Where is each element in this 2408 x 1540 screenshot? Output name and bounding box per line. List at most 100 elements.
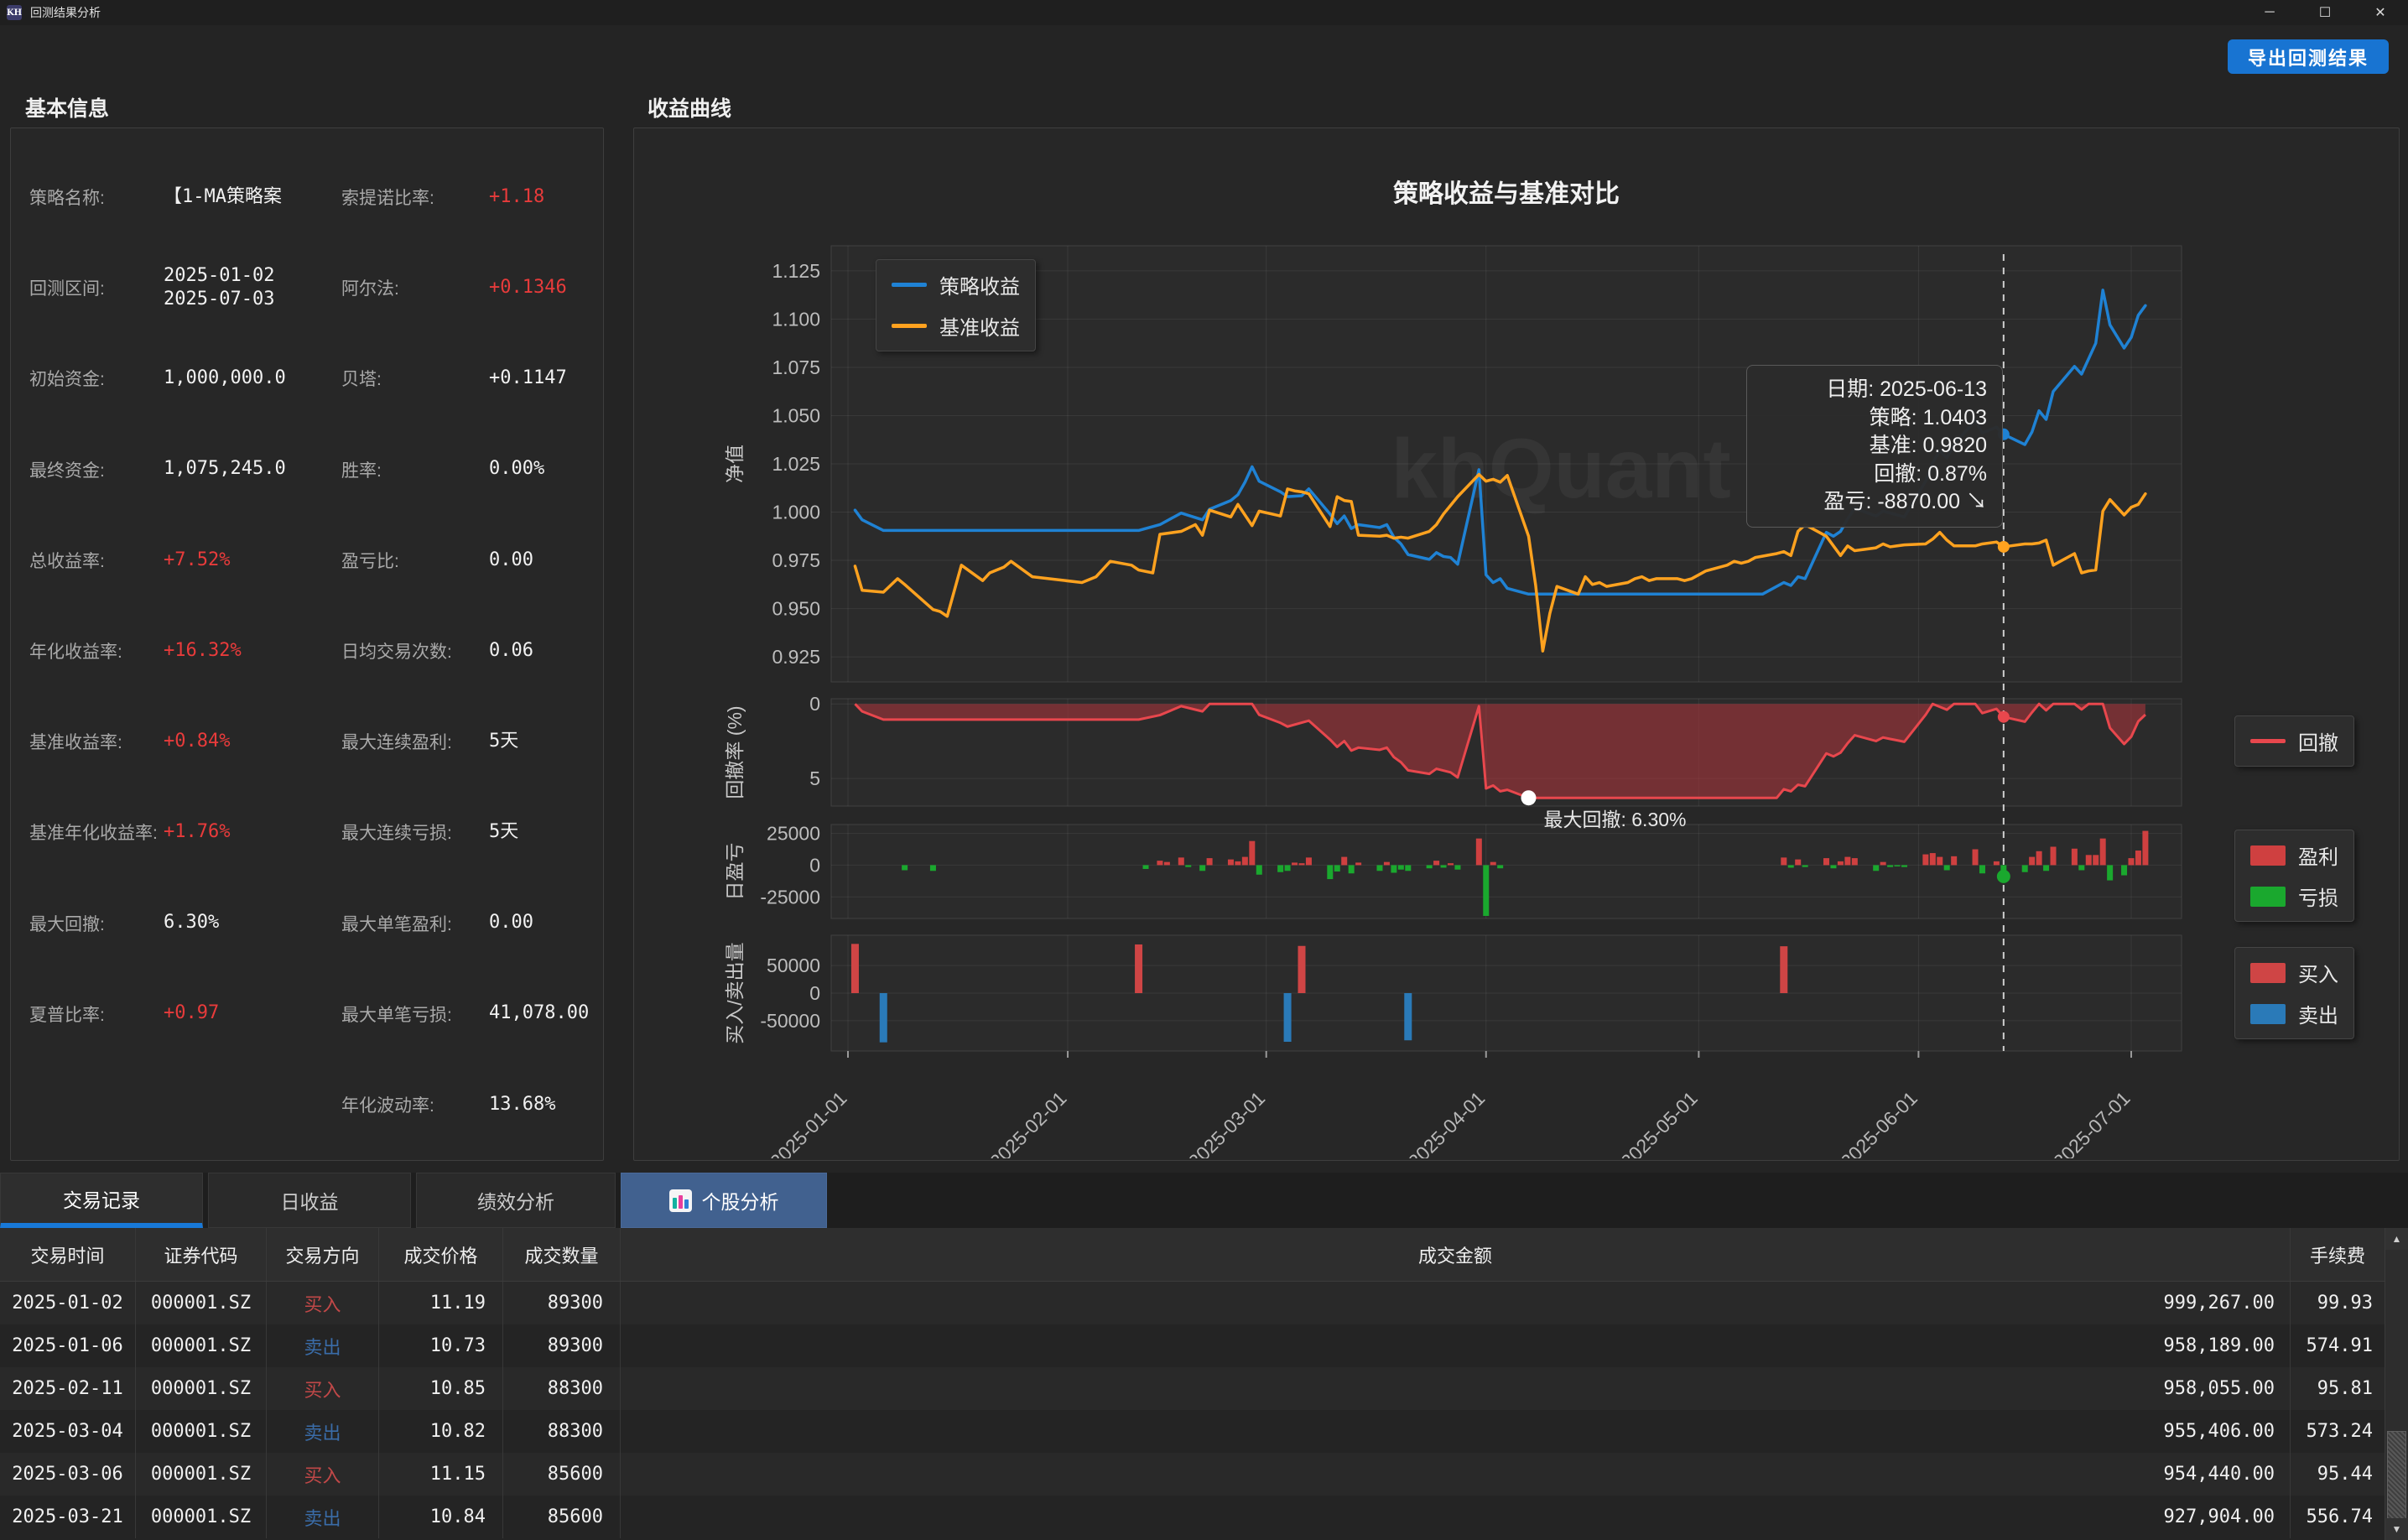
table-row[interactable]: 2025-01-06 000001.SZ 卖出 10.73 89300 958,189.0… [0,1324,2385,1367]
drawdown-legend[interactable]: 回撤 [2234,715,2354,767]
profit-bar [1298,863,1305,866]
table-cell: 2025-03-04 [0,1410,136,1453]
column-header[interactable]: 交易时间 [0,1228,136,1281]
column-header[interactable]: 手续费 [2309,1245,2365,1267]
info-label: 最大连续盈利: [341,733,452,753]
sell-bar [1404,993,1412,1041]
x-tick-label: 2025-01-01 [766,1087,851,1158]
info-label: 贝塔: [341,370,382,390]
info-value: +7.52% [164,549,231,570]
loss-bar [1873,865,1880,871]
trade-table[interactable]: 交易时间 证券代码 交易方向 成交价格 成交数量 成交金额 手续费 2025-01-02 00… [0,1228,2385,1540]
legend-sell: 卖出 [2250,999,2338,1028]
max-drawdown-marker [1521,790,1537,806]
main-legend[interactable]: 策略收益 基准收益 [876,259,1036,351]
close-icon[interactable]: ✕ [2374,6,2386,20]
table-row[interactable]: 2025-03-06 000001.SZ 买入 11.15 85600 954,440.0… [0,1453,2385,1496]
volume-legend[interactable]: 买入 卖出 [2234,947,2354,1039]
tab-performance-analysis[interactable]: 绩效分析 [416,1173,616,1228]
table-row[interactable]: 2025-01-02 000001.SZ 买入 11.19 89300 999,267.0… [0,1282,2385,1324]
table-cell: 10.84 [379,1496,503,1538]
buy-bar [1298,945,1306,993]
profit-bar [1341,856,1348,866]
scrollbar-down-icon[interactable]: ▼ [2385,1518,2408,1540]
scrollbar-up-icon[interactable]: ▲ [2385,1228,2408,1250]
loss-bar [1142,865,1149,869]
y-axis-label: 净值 [724,445,746,483]
loss-bar [1787,865,1794,868]
loss-bar [1391,865,1397,873]
y-tick-label: -50000 [760,1010,820,1032]
info-label: 基准收益率: [29,733,122,753]
buy-swatch [2250,962,2286,983]
profit-bar [1993,861,2000,866]
tab-daily-returns[interactable]: 日收益 [208,1173,411,1228]
drawdown-area [855,704,2145,799]
info-value: 2025-01-02 2025-07-03 [164,264,275,310]
table-cell: 574.91 [2306,1335,2373,1356]
legend-strategy: 策略收益 [892,270,1020,299]
table-cell: 573.24 [2306,1421,2373,1442]
profit-bar [1844,856,1851,866]
profit-bar [2135,851,2141,866]
loss-bar [2043,865,2050,871]
info-item: 阿尔法: +0.1346 [341,275,567,300]
x-tick-label: 2025-04-01 [1404,1087,1490,1158]
basic-info-heading: 基本信息 [25,97,110,121]
info-item: 最大连续亏损: 5天 [341,819,518,845]
y-tick-label: 25000 [767,823,820,845]
column-header[interactable]: 成交价格 [379,1228,503,1281]
plot-background [830,934,2182,1052]
loss-bar [1334,865,1340,871]
profit-bar [1157,861,1163,866]
loss-bar [1405,865,1412,871]
info-value: 41,078.00 [489,1002,590,1024]
column-header[interactable]: 成交金额 [621,1228,2291,1281]
info-label: 盈亏比: [341,551,399,571]
loss-bar [1284,865,1291,871]
table-cell: 88300 [503,1410,621,1453]
column-header[interactable]: 成交数量 [503,1228,621,1281]
y-tick-label: 1.075 [772,356,820,378]
maximize-icon[interactable]: ☐ [2318,6,2332,20]
pnl-legend[interactable]: 盈利 亏损 [2234,830,2354,922]
info-value: 13.68% [489,1093,556,1115]
table-cell: 95.44 [2317,1464,2373,1485]
table-cell: 999,267.00 [621,1282,2291,1324]
y-axis-label: 日盈亏 [724,843,746,901]
minimize-icon[interactable]: ─ [2265,5,2275,19]
profit-bar [1433,861,1440,866]
info-item: 年化收益率: +16.32% [24,638,341,663]
profit-swatch [2250,845,2286,866]
profit-bar [2128,858,2135,866]
tab-stock-analysis[interactable]: 个股分析 [621,1173,827,1228]
info-row: 基准年化收益率: +1.76% 最大连续亏损: 5天 [24,787,596,877]
tab-trade-records[interactable]: 交易记录 [0,1173,203,1228]
table-cell: 954,440.00 [621,1453,2291,1496]
chart-area[interactable]: 策略收益与基准对比 1.125 1.100 1.075 1.050 1.025 1.000 0… [634,128,2399,1173]
legend-drawdown: 回撤 [2250,726,2338,756]
tooltip-line: 日期: 2025-06-13 [1826,377,1987,401]
max-drawdown-annotation: 最大回撤: 6.30% [1543,809,1686,830]
table-row[interactable]: 2025-02-11 000001.SZ 买入 10.85 88300 958,055.0… [0,1367,2385,1410]
benchmark-marker [1997,540,2010,553]
x-tick-label: 2025-02-01 [986,1087,1071,1158]
info-label: 胜率: [341,460,382,481]
drawdown-line-swatch [2250,739,2286,743]
table-scrollbar[interactable]: ▲ ▼ [2385,1228,2408,1540]
sell-bar [879,993,887,1043]
table-row[interactable]: 2025-03-04 000001.SZ 卖出 10.82 88300 955,406.0… [0,1410,2385,1453]
legend-loss: 亏损 [2250,882,2338,911]
window-title: 回测结果分析 [30,6,101,19]
table-cell: 99.93 [2317,1293,2373,1314]
table-row[interactable]: 2025-03-21 000001.SZ 卖出 10.84 85600 927,904.0… [0,1496,2385,1538]
export-results-button[interactable]: 导出回测结果 [2228,39,2389,74]
scrollbar-thumb[interactable] [2387,1430,2406,1520]
column-header[interactable]: 交易方向 [267,1228,379,1281]
profit-bar [1355,862,1362,866]
column-header[interactable]: 证券代码 [136,1228,267,1281]
info-label: 最大连续亏损: [341,824,452,844]
table-cell: 11.19 [379,1282,503,1324]
loss-bar [1979,865,1985,874]
buy-bar [1135,944,1143,993]
